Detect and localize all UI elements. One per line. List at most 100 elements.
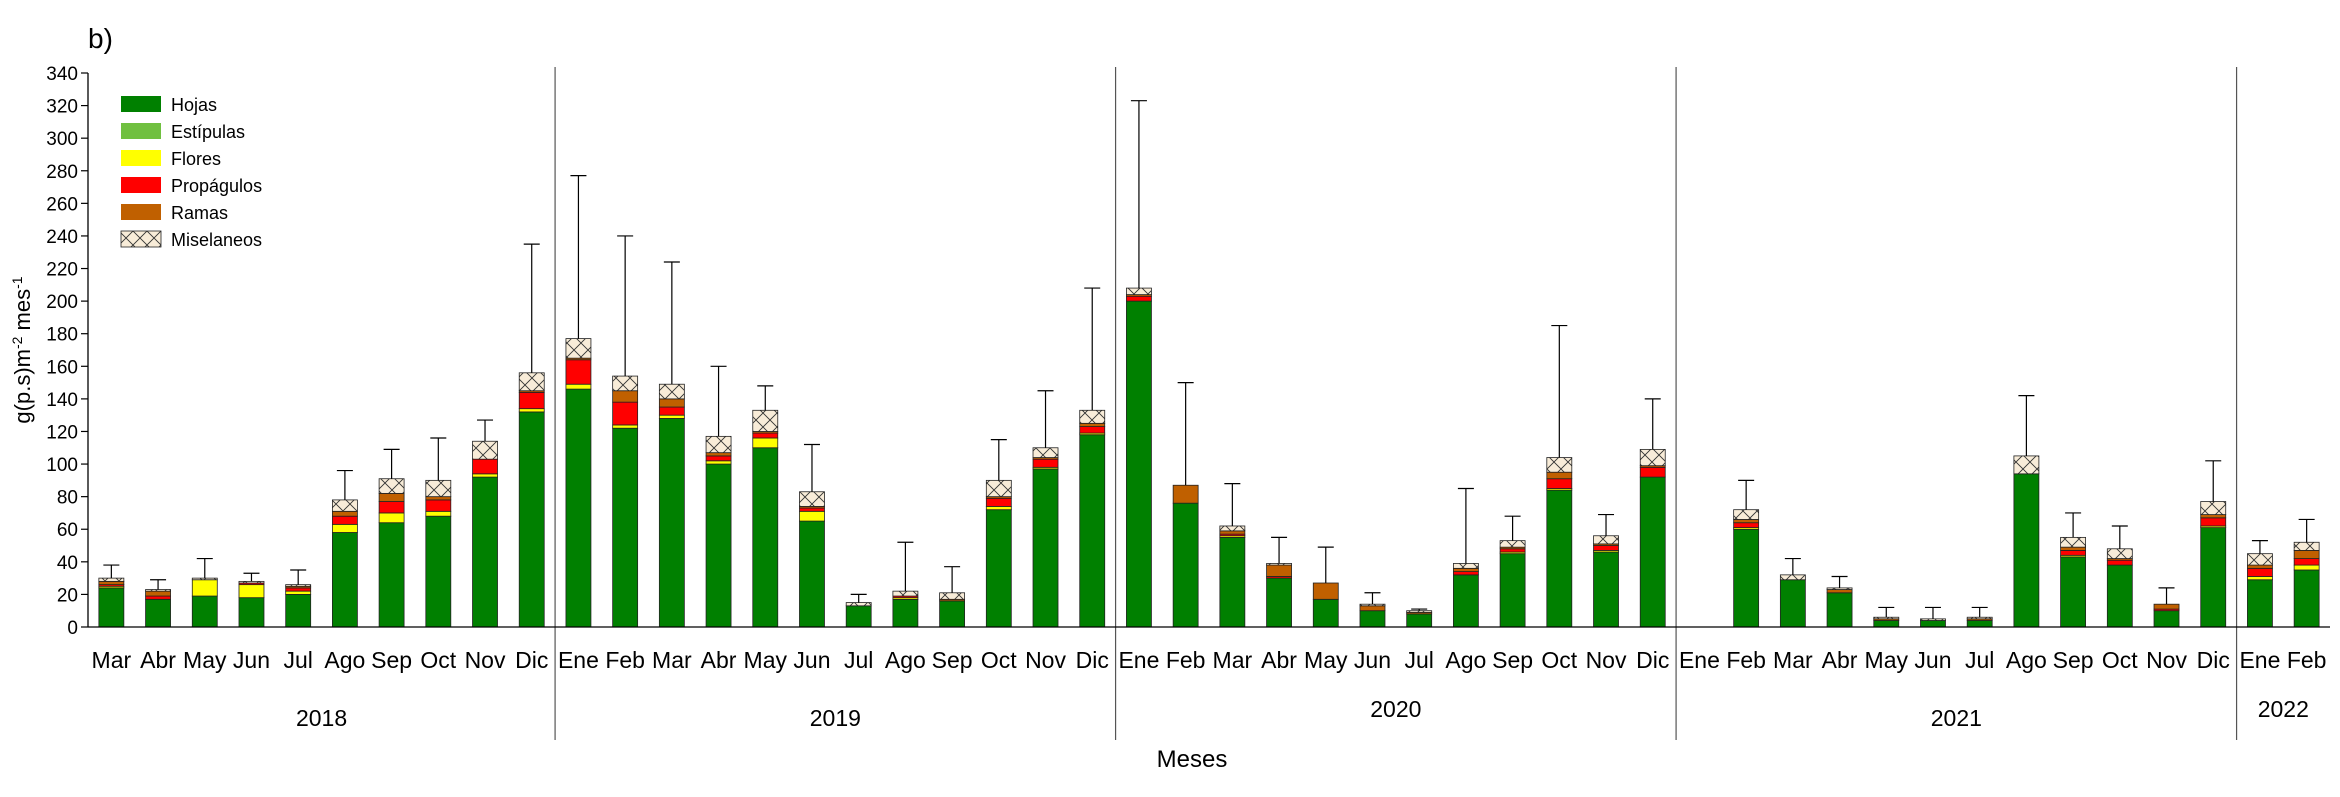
bar-segment-propágulos [378, 501, 405, 514]
bar-segment-flores [705, 460, 732, 465]
bar-segment-propágulos [658, 406, 685, 416]
bar-segment-miselaneos [2013, 455, 2040, 475]
bar-segment-flores [191, 579, 218, 597]
bar-segment-miselaneos [1826, 587, 1853, 590]
bar-segment-flores [472, 473, 498, 478]
bar-segment-ramas [2293, 550, 2320, 559]
bar-segment-hojas [1733, 528, 1760, 628]
x-tick-label: Oct [981, 647, 1017, 673]
bar-segment-miselaneos [2060, 536, 2087, 548]
bars-layer [98, 287, 2320, 628]
bar-segment-hojas [1126, 300, 1152, 628]
bar-segment-ramas [1079, 422, 1106, 427]
bar-segment-propágulos [612, 401, 639, 426]
legend-label: Estípulas [171, 122, 245, 142]
y-tick-label: 60 [57, 520, 78, 541]
bar-segment-hojas [612, 427, 639, 628]
legend-swatch [121, 204, 161, 220]
bar-segment-miselaneos [2293, 541, 2320, 551]
bar-segment-miselaneos [658, 383, 685, 400]
bar-segment-hojas [892, 598, 919, 628]
y-tick-label: 280 [46, 162, 78, 183]
legend-swatch [121, 123, 161, 139]
bar-segment-propágulos [2247, 567, 2273, 577]
x-tick-label: Ago [885, 647, 926, 673]
bar-segment-hojas [752, 447, 779, 628]
bar-segment-miselaneos [565, 338, 592, 359]
bar-segment-miselaneos [1219, 525, 1246, 532]
bar-segment-miselaneos [1966, 616, 1993, 620]
bar-segment-hojas [472, 476, 498, 628]
x-tick-label: May [1304, 647, 1348, 673]
x-tick-label: Dic [515, 647, 548, 673]
bar-segment-flores [2247, 576, 2273, 581]
year-label: 2021 [1931, 705, 1982, 731]
bar-segment-propágulos [1452, 571, 1479, 576]
bar-segment-hojas [1499, 553, 1526, 628]
bar-segment-hojas [565, 388, 592, 628]
bar-segment-miselaneos [1406, 610, 1433, 613]
bar-segment-ramas [98, 580, 125, 586]
bar-segment-ramas [145, 590, 171, 597]
bar-segment-propágulos [1546, 478, 1573, 489]
legend-label: Ramas [171, 203, 228, 223]
x-tick-label: Nov [1586, 647, 1627, 673]
bar-segment-propágulos [752, 432, 779, 439]
bar-segment-hojas [1826, 592, 1853, 628]
x-tick-label: Oct [420, 647, 456, 673]
bar-segment-ramas [1172, 484, 1199, 504]
x-axis-label: Meses [1157, 746, 1228, 773]
x-tick-label: Feb [605, 647, 645, 673]
bar-segment-propágulos [1126, 295, 1152, 302]
y-tick-label: 260 [46, 194, 78, 215]
bar-segment-hojas [1593, 551, 1619, 628]
bar-segment-hojas [1546, 489, 1573, 628]
bar-segment-hojas [985, 509, 1012, 628]
x-tick-label: Nov [1025, 647, 1066, 673]
bar-segment-ramas [612, 390, 639, 403]
bar-segment-miselaneos [1639, 448, 1666, 467]
bar-segment-hojas [1312, 598, 1339, 628]
bar-segment-hojas [98, 587, 125, 628]
bar-segment-miselaneos [1546, 457, 1573, 473]
x-tick-label: Oct [2102, 647, 2138, 673]
bar-segment-propágulos [2060, 550, 2087, 556]
y-tick-label: 300 [46, 129, 78, 150]
y-axis-label: g(p.s)m-2 mes-1 [9, 276, 35, 423]
x-tick-label: Sep [2053, 647, 2094, 673]
x-tick-label: Jun [793, 647, 830, 673]
bar-segment-propágulos [565, 359, 592, 385]
bar-segment-flores [518, 408, 545, 413]
year-label: 2019 [810, 705, 861, 731]
bar-segment-ramas [1733, 519, 1760, 524]
bar-segment-miselaneos [1359, 603, 1386, 607]
bar-segment-flores [425, 510, 452, 517]
bar-segment-propágulos [2200, 517, 2227, 527]
bar-segment-propágulos [1499, 548, 1526, 553]
bar-segment-ramas [331, 510, 358, 517]
bar-segment-ramas [1312, 582, 1339, 600]
bar-segment-miselaneos [1779, 574, 1806, 581]
x-tick-label: Abr [140, 647, 176, 673]
bar-segment-miselaneos [1733, 509, 1760, 520]
bar-segment-miselaneos [1499, 540, 1526, 548]
bar-segment-miselaneos [191, 577, 218, 581]
bar-segment-hojas [1452, 574, 1479, 628]
x-tick-label: Feb [2287, 647, 2327, 673]
y-tick-label: 220 [46, 260, 78, 281]
bar-segment-propágulos [518, 391, 545, 410]
axes-layer: 0 20 40 60 80 100 120 140 160 180 200 220 240 260 280 3… [46, 64, 2330, 731]
bar-segment-miselaneos [845, 602, 872, 607]
bar-segment-miselaneos [705, 435, 732, 454]
y-tick-label: 0 [67, 618, 78, 639]
bar-segment-ramas [425, 496, 452, 501]
bar-segment-hojas [191, 595, 218, 628]
bar-segment-propágulos [145, 595, 171, 600]
bar-segment-hojas [1779, 579, 1806, 628]
bar-segment-hojas [1266, 577, 1292, 628]
x-tick-label: Mar [1213, 647, 1253, 673]
bar-segment-miselaneos [799, 491, 825, 507]
bar-segment-propágulos [985, 497, 1012, 507]
year-label: 2020 [1370, 696, 1421, 722]
x-tick-label: Abr [1261, 647, 1297, 673]
